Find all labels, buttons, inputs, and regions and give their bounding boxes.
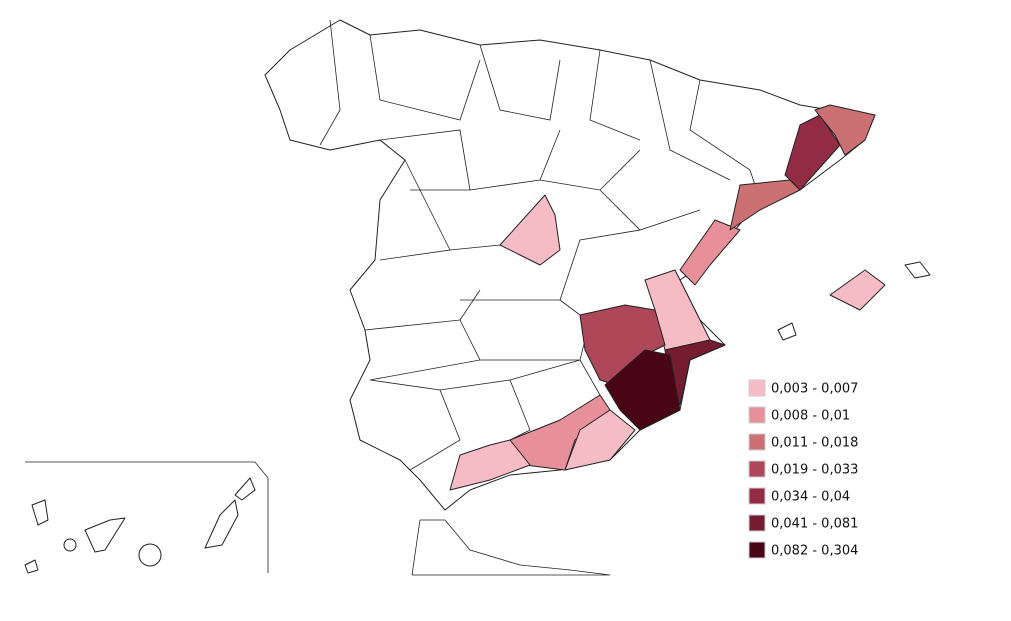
legend-swatch bbox=[748, 379, 766, 397]
legend-swatch bbox=[748, 487, 766, 505]
legend-label: 0,003 - 0,007 bbox=[771, 382, 858, 397]
legend-swatch bbox=[748, 406, 766, 424]
region bbox=[829, 269, 886, 311]
legend-label: 0,008 - 0,01 bbox=[771, 409, 850, 424]
legend-label: 0,019 - 0,033 bbox=[771, 463, 858, 478]
region bbox=[604, 349, 681, 431]
island bbox=[234, 477, 256, 501]
island bbox=[31, 499, 49, 526]
island bbox=[904, 261, 931, 279]
islands bbox=[24, 261, 931, 576]
region bbox=[564, 409, 636, 471]
legend-swatch bbox=[748, 514, 766, 532]
island bbox=[138, 543, 162, 567]
legend-swatch bbox=[748, 433, 766, 451]
region bbox=[499, 194, 561, 266]
region bbox=[679, 219, 741, 286]
island bbox=[24, 559, 39, 574]
island bbox=[777, 322, 797, 341]
region bbox=[814, 104, 876, 156]
legend-label: 0,034 - 0,04 bbox=[771, 490, 850, 505]
legend-label: 0,082 - 0,304 bbox=[771, 544, 858, 559]
region bbox=[784, 114, 841, 191]
ceuta-coast bbox=[411, 519, 611, 576]
legend-label: 0,041 - 0,081 bbox=[771, 517, 858, 532]
legend-label: 0,011 - 0,018 bbox=[771, 436, 858, 451]
region bbox=[729, 179, 801, 231]
canary-frame bbox=[25, 461, 269, 573]
island bbox=[84, 517, 126, 553]
legend-swatch bbox=[748, 460, 766, 478]
legend-swatch bbox=[748, 541, 766, 559]
classed-regions bbox=[449, 104, 886, 491]
province-borders bbox=[319, 19, 761, 471]
island bbox=[204, 499, 239, 549]
legend: 0,003 - 0,007 0,008 - 0,01 0,011 - 0,018 0,… bbox=[748, 379, 858, 559]
region bbox=[449, 439, 531, 491]
island bbox=[63, 538, 77, 552]
